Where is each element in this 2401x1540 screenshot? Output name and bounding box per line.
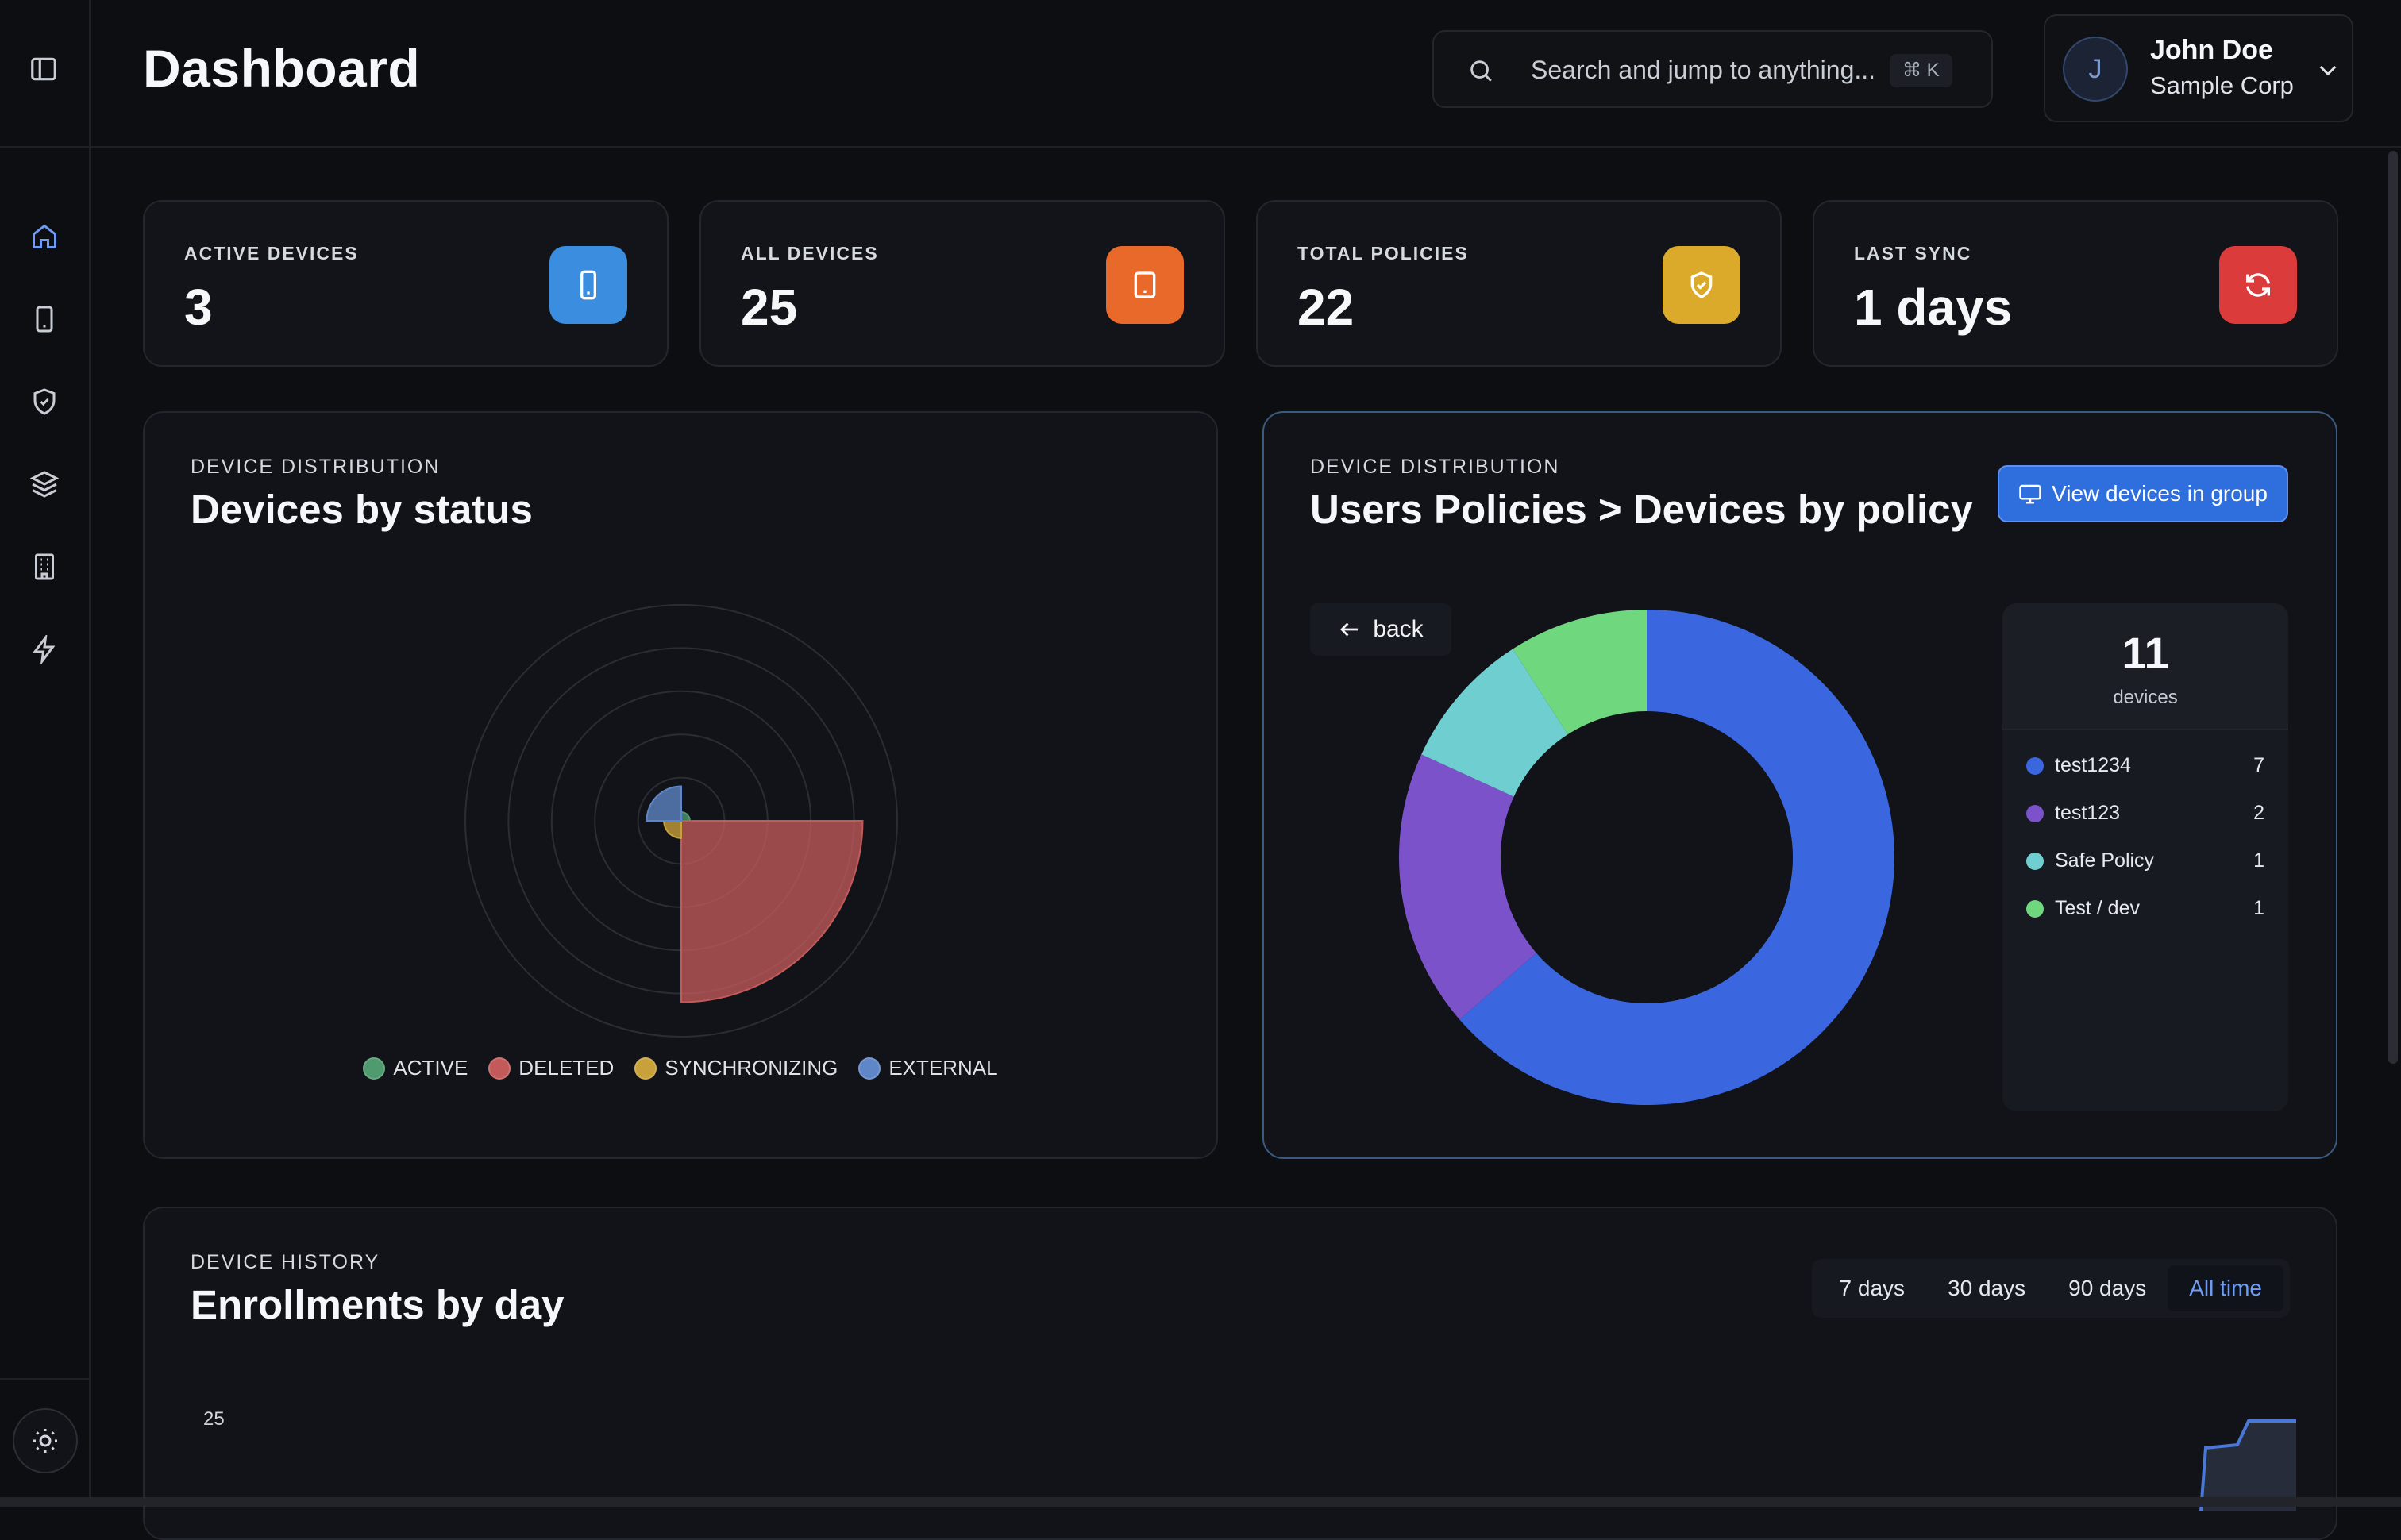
sidebar-footer <box>0 1378 89 1497</box>
shield-check-icon <box>33 388 56 415</box>
polar-slice-active[interactable] <box>680 811 691 822</box>
search-bar[interactable]: Search and jump to anything... ⌘ K <box>1432 30 1993 108</box>
shield-check-icon <box>1663 246 1740 324</box>
stat-card-all-devices: ALL DEVICES 25 <box>699 200 1225 367</box>
stat-card-last-sync: LAST SYNC 1 days <box>1813 200 2338 367</box>
sidebar-item-organization[interactable] <box>25 548 64 586</box>
sidebar-toggle-icon[interactable] <box>29 54 59 84</box>
stat-value: 22 <box>1297 279 1355 336</box>
stat-value: 25 <box>741 279 798 336</box>
stat-label: ALL DEVICES <box>741 243 879 264</box>
polar-slice-deleted[interactable] <box>680 820 864 1003</box>
polar-area-chart <box>464 604 898 1038</box>
polar-slice-external[interactable] <box>646 785 682 822</box>
back-button[interactable]: back <box>1310 603 1451 656</box>
refresh-icon <box>2219 246 2297 324</box>
stat-card-active-devices: ACTIVE DEVICES 3 <box>143 200 669 367</box>
sidebar <box>0 0 91 1497</box>
stat-label: TOTAL POLICIES <box>1297 243 1469 264</box>
phone-icon <box>549 246 627 324</box>
list-item[interactable]: test1234 7 <box>2026 743 2264 791</box>
donut-slice-test123[interactable] <box>1399 754 1536 1020</box>
donut-slice-test-dev[interactable] <box>1513 610 1647 735</box>
total-count: 11 <box>2122 628 2169 678</box>
page-scrollbar[interactable] <box>2388 151 2398 1064</box>
layers-icon <box>30 471 59 498</box>
panel-eyebrow: DEVICE DISTRIBUTION <box>1310 456 1560 478</box>
donut-slice-safe-policy[interactable] <box>1421 649 1568 797</box>
panel-title: Enrollments by day <box>191 1282 565 1327</box>
chevron-down-icon <box>2315 57 2341 87</box>
stat-label: LAST SYNC <box>1854 243 1972 264</box>
sidebar-header <box>0 0 89 148</box>
stat-value: 1 days <box>1854 279 2013 336</box>
polar-grid-ring <box>464 604 898 1038</box>
legend-item-deleted[interactable]: DELETED <box>488 1056 614 1080</box>
sidebar-item-groups[interactable] <box>25 465 64 503</box>
range-90-days[interactable]: 90 days <box>2068 1276 2147 1300</box>
user-menu[interactable]: J John Doe Sample Corp <box>2044 14 2353 122</box>
panel-eyebrow: DEVICE HISTORY <box>191 1251 380 1273</box>
stat-value: 3 <box>184 279 213 336</box>
range-7-days[interactable]: 7 days <box>1839 1276 1906 1300</box>
policy-legend-card: 11 devices test1234 7 test123 2 Safe Polic… <box>2002 603 2288 1111</box>
range-all-time[interactable]: All time <box>2168 1265 2283 1311</box>
user-organization: Sample Corp <box>2150 71 2294 99</box>
panel-eyebrow: DEVICE DISTRIBUTION <box>191 456 441 478</box>
arrow-left-icon <box>1340 622 1359 637</box>
home-icon <box>33 224 56 248</box>
sidebar-item-policies[interactable] <box>25 383 64 421</box>
stat-card-total-policies: TOTAL POLICIES 22 <box>1256 200 1782 367</box>
bottom-edge <box>0 1497 2401 1507</box>
status-legend: ACTIVE DELETED SYNCHRONIZING EXTERNAL <box>145 1056 1216 1080</box>
range-30-days[interactable]: 30 days <box>1948 1276 2026 1300</box>
list-item[interactable]: Test / dev 1 <box>2026 886 2264 934</box>
polar-slice-synchronizing[interactable] <box>663 820 682 839</box>
sidebar-item-automation[interactable] <box>25 630 64 668</box>
legend-item-external[interactable]: EXTERNAL <box>858 1056 998 1080</box>
theme-toggle-button[interactable] <box>13 1408 78 1473</box>
back-label: back <box>1373 616 1424 642</box>
sidebar-item-devices[interactable] <box>25 300 64 338</box>
page-title: Dashboard <box>143 39 421 98</box>
tablet-icon <box>1106 246 1184 324</box>
devices-by-policy-panel: DEVICE DISTRIBUTION Users Policies > Dev… <box>1262 411 2337 1159</box>
legend-item-synchronizing[interactable]: SYNCHRONIZING <box>634 1056 838 1080</box>
monitor-icon <box>2019 484 2041 504</box>
list-item[interactable]: test123 2 <box>2026 791 2264 838</box>
policy-total: 11 devices <box>2002 603 2288 730</box>
sidebar-item-home[interactable] <box>25 218 64 256</box>
stat-label: ACTIVE DEVICES <box>184 243 359 264</box>
panel-title: Users Policies > Devices by policy <box>1310 487 1973 532</box>
enrollment-area-line <box>2199 1419 2296 1511</box>
view-devices-button[interactable]: View devices in group <box>1998 465 2288 522</box>
y-axis-tick: 25 <box>203 1408 225 1430</box>
enrollments-panel: DEVICE HISTORY Enrollments by day 7 days… <box>143 1207 2337 1540</box>
devices-by-status-panel: DEVICE DISTRIBUTION Devices by status AC… <box>143 411 1218 1159</box>
user-name: John Doe <box>2150 35 2273 65</box>
legend-item-active[interactable]: ACTIVE <box>363 1056 468 1080</box>
view-devices-label: View devices in group <box>2052 481 2268 506</box>
total-label: devices <box>2113 687 2178 708</box>
lightning-icon <box>33 635 56 664</box>
search-shortcut-badge: ⌘ K <box>1890 54 1952 87</box>
top-header: Dashboard Search and jump to anything...… <box>91 0 2401 148</box>
sun-icon <box>33 1429 57 1453</box>
panel-title: Devices by status <box>191 487 533 532</box>
avatar: J <box>2063 37 2128 102</box>
list-item[interactable]: Safe Policy 1 <box>2026 838 2264 886</box>
donut-slice-test1234[interactable] <box>1459 610 1894 1105</box>
search-placeholder: Search and jump to anything... <box>1531 56 1876 84</box>
phone-icon <box>36 306 53 333</box>
building-icon <box>35 553 54 580</box>
range-selector: 7 days 30 days 90 days All time <box>1811 1259 2290 1318</box>
search-icon <box>1467 57 1494 88</box>
